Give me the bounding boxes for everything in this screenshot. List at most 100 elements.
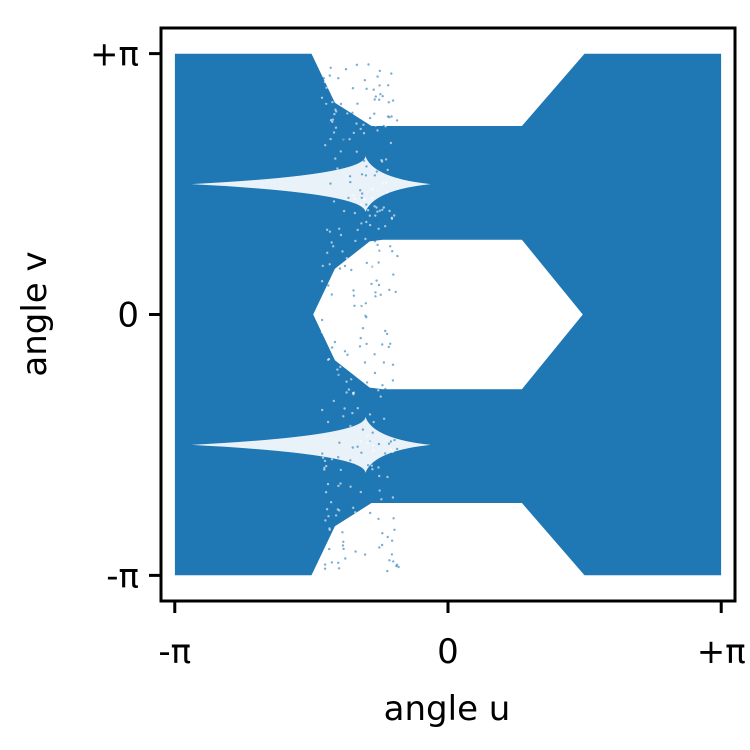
scatter-point [377,462,381,465]
scatter-point [363,79,366,82]
scatter-point [321,408,324,412]
x-axis-label: angle u [384,689,511,729]
scatter-point [325,461,329,465]
scatter-point [344,557,347,560]
scatter-point [326,251,329,254]
scatter-point [351,446,354,449]
scatter-point [386,535,389,539]
scatter-point [363,553,367,556]
scatter-point [338,509,341,512]
scatter-point [339,233,343,237]
scatter-point [373,129,376,132]
scatter-point [367,235,370,239]
scatter-point [387,103,391,106]
scatter-point [379,481,383,485]
scatter-point [375,383,378,387]
scatter-point [337,567,341,570]
scatter-point [370,126,373,129]
scatter-point [379,401,382,404]
scatter-point [385,191,389,194]
scatter-point [396,475,399,478]
scatter-point [342,547,345,551]
scatter-point [380,547,384,551]
scatter-point [380,498,383,501]
scatter-point [359,512,363,515]
scatter-point [342,467,345,471]
scatter-point [373,240,377,243]
scatter-point [376,210,379,213]
scatter-point [351,274,354,277]
scatter-point [322,77,326,80]
scatter-point [373,273,376,276]
scatter-point [323,511,326,514]
y-tick-label: 0 [117,296,139,336]
scatter-point [335,350,339,354]
scatter-point [350,125,353,129]
scatter-point [372,444,375,447]
scatter-point [365,316,368,319]
scatter-point [368,439,372,442]
scatter-point [355,414,358,418]
scatter-point [334,157,337,160]
scatter-point [393,490,396,493]
scatter-point [331,118,335,121]
scatter-point [338,255,341,258]
scatter-point [384,148,387,152]
scatter-point [338,227,341,230]
scatter-point [385,181,388,184]
x-tick-label: -π [158,632,191,672]
scatter-point [365,203,368,206]
scatter-point [364,114,367,117]
scatter-point [325,508,329,511]
scatter-point [365,246,368,249]
scatter-point [378,69,381,73]
scatter-point [379,249,383,252]
scatter-point [356,281,360,284]
scatter-point [377,252,380,255]
scatter-point [369,511,372,515]
scatter-point [356,228,359,232]
scatter-point [395,563,399,566]
scatter-point [348,138,351,141]
scatter-point [321,452,324,455]
scatter-point [342,415,345,418]
scatter-point [349,459,352,462]
scatter-point [384,549,388,552]
scatter-point [369,152,373,156]
scatter-point [331,100,334,104]
scatter-point [338,267,342,270]
scatter-point [354,380,357,383]
scatter-point [326,358,330,361]
scatter-point [390,115,393,118]
scatter-point [384,158,388,161]
scatter-point [324,302,327,305]
scatter-point [325,524,328,528]
y-axis-ticks: -π 0 +π [90,35,161,596]
scatter-point [325,102,328,106]
scatter-point [341,544,345,547]
scatter-point [392,513,395,517]
scatter-point [391,496,395,499]
scatter-point [373,98,376,101]
scatter-point [395,148,399,151]
scatter-point [354,239,357,243]
scatter-point [371,196,374,199]
scatter-point [393,122,396,126]
scatter-point [341,250,344,253]
scatter-point [365,342,368,346]
scatter-point [326,141,329,144]
scatter-point [368,467,371,471]
scatter-point [380,543,384,547]
scatter-point [363,58,366,61]
scatter-point [339,102,343,106]
scatter-point [356,102,359,105]
scatter-point [372,420,375,424]
scatter-point [382,417,386,420]
scatter-point [352,494,355,497]
scatter-point [342,137,345,141]
scatter-point [391,250,394,253]
scatter-point [392,145,395,149]
scatter-point [338,323,341,326]
scatter-point [384,387,387,391]
scatter-point [372,393,376,396]
